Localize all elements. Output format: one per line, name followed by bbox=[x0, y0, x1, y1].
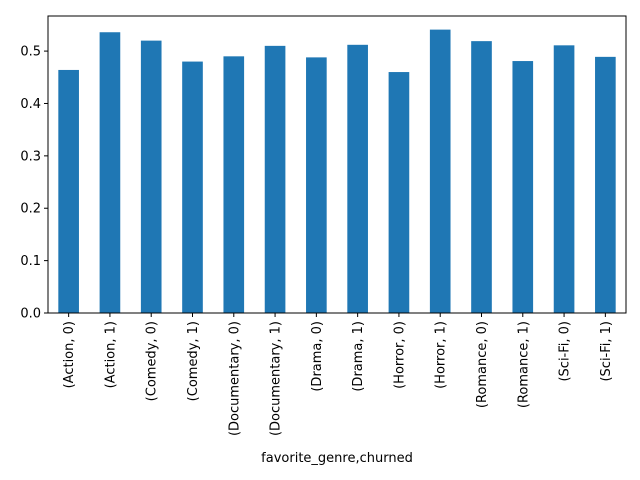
x-tick-label: (Drama, 1) bbox=[351, 321, 366, 392]
bar bbox=[471, 41, 492, 313]
bar bbox=[264, 45, 286, 314]
x-tick-label: (Drama, 0) bbox=[310, 321, 325, 392]
x-tick-label: (Comedy, 0) bbox=[145, 321, 160, 401]
y-tick-label: 0.0 bbox=[20, 307, 41, 322]
x-tick-label: (Romance, 1) bbox=[516, 321, 531, 408]
bars-group bbox=[58, 29, 616, 314]
y-tick-label: 0.5 bbox=[20, 45, 41, 60]
x-axis-ticks: (Action, 0) (Action, 1) (Comedy, 0) (Comedy… bbox=[62, 313, 614, 436]
x-tick-label: (Documentary, 1) bbox=[269, 321, 284, 436]
bar bbox=[223, 56, 245, 313]
x-tick-label: (Romance, 0) bbox=[475, 321, 490, 408]
y-tick-label: 0.1 bbox=[20, 254, 41, 269]
plot-frame bbox=[47, 15, 627, 314]
bar bbox=[58, 69, 79, 313]
x-tick-label: (Action, 1) bbox=[103, 321, 118, 388]
bar bbox=[99, 32, 121, 314]
x-tick-label: (Horror, 0) bbox=[392, 321, 407, 389]
x-tick-label: (Action, 0) bbox=[62, 321, 77, 388]
y-axis-ticks: 0.0 0.1 0.2 0.3 0.4 0.5 bbox=[20, 45, 48, 322]
x-tick-label: (Comedy, 1) bbox=[186, 321, 201, 401]
y-tick-label: 0.3 bbox=[20, 149, 41, 164]
bar bbox=[306, 57, 327, 313]
bar bbox=[140, 40, 162, 314]
x-tick-label: (Sci-Fi, 0) bbox=[558, 321, 573, 382]
y-tick-label: 0.4 bbox=[20, 97, 41, 112]
bar bbox=[553, 45, 575, 313]
bar bbox=[429, 29, 451, 314]
bar bbox=[347, 44, 368, 314]
y-tick-label: 0.2 bbox=[20, 202, 41, 217]
bar bbox=[182, 61, 203, 313]
x-tick-label: (Documentary, 0) bbox=[227, 321, 242, 436]
x-tick-label: (Sci-Fi, 1) bbox=[599, 321, 614, 382]
bar bbox=[388, 72, 410, 313]
bar bbox=[512, 61, 534, 313]
x-axis-label: favorite_genre,churned bbox=[261, 451, 413, 466]
x-tick-label: (Horror, 1) bbox=[434, 321, 449, 389]
bar bbox=[595, 56, 616, 314]
